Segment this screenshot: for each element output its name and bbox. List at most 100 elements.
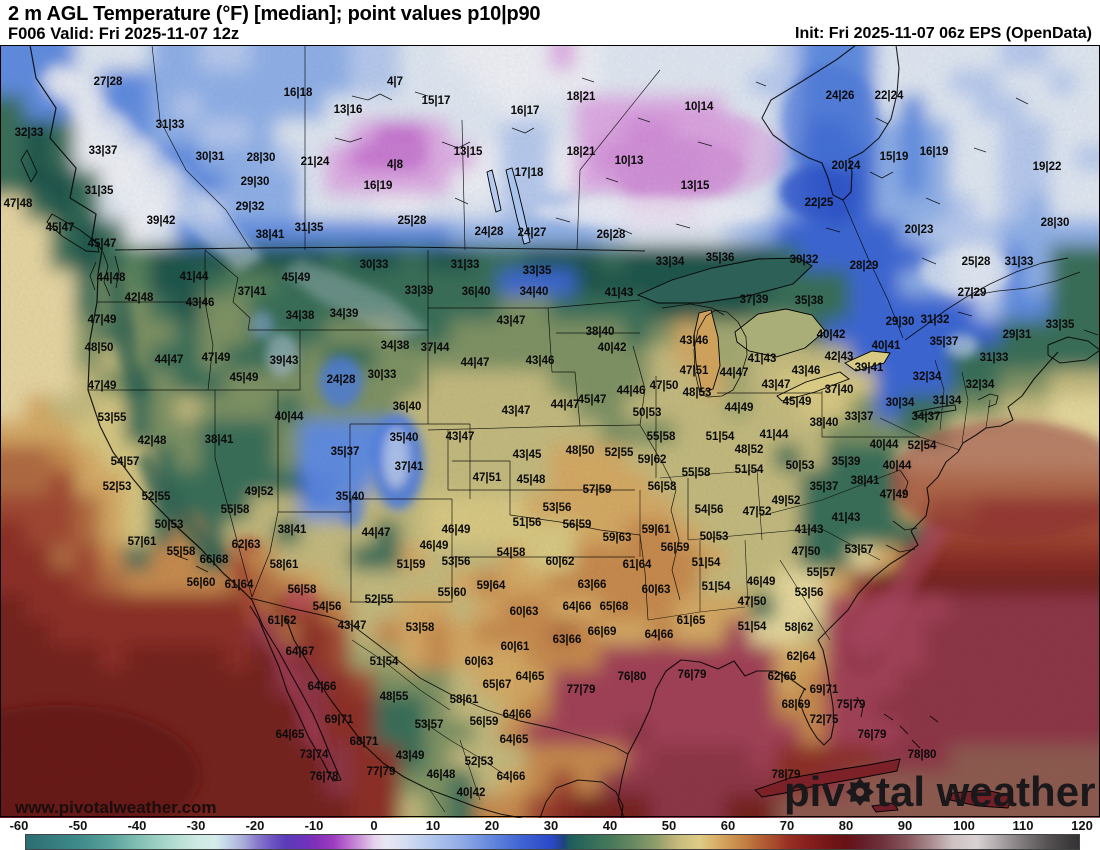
svg-text:piv: piv bbox=[784, 768, 845, 815]
svg-text:4|7: 4|7 bbox=[387, 76, 403, 88]
svg-text:26|28: 26|28 bbox=[597, 229, 626, 241]
svg-text:34|37: 34|37 bbox=[912, 411, 941, 423]
svg-text:73|74: 73|74 bbox=[300, 749, 329, 761]
svg-text:57|59: 57|59 bbox=[583, 484, 612, 496]
svg-text:51|54: 51|54 bbox=[692, 557, 721, 569]
svg-text:48|53: 48|53 bbox=[683, 387, 712, 399]
svg-text:43|49: 43|49 bbox=[396, 750, 425, 762]
svg-text:38|41: 38|41 bbox=[278, 524, 307, 536]
svg-text:37|41: 37|41 bbox=[238, 286, 267, 298]
svg-text:50|53: 50|53 bbox=[633, 407, 662, 419]
svg-text:42|48: 42|48 bbox=[125, 292, 154, 304]
svg-text:38|40: 38|40 bbox=[586, 326, 615, 338]
svg-text:33|37: 33|37 bbox=[89, 145, 118, 157]
svg-text:47|52: 47|52 bbox=[743, 506, 772, 518]
svg-text:39|43: 39|43 bbox=[270, 355, 299, 367]
svg-text:33|39: 33|39 bbox=[405, 285, 434, 297]
svg-text:43|47: 43|47 bbox=[502, 405, 531, 417]
svg-text:30|31: 30|31 bbox=[196, 151, 225, 163]
svg-text:46|48: 46|48 bbox=[427, 769, 456, 781]
svg-text:61|62: 61|62 bbox=[268, 615, 297, 627]
svg-text:47|48: 47|48 bbox=[4, 198, 33, 210]
svg-text:56|58: 56|58 bbox=[288, 584, 317, 596]
svg-text:4|8: 4|8 bbox=[387, 159, 404, 171]
svg-text:44|47: 44|47 bbox=[362, 527, 391, 539]
svg-text:44|47: 44|47 bbox=[155, 354, 184, 366]
svg-text:52|54: 52|54 bbox=[908, 440, 937, 452]
svg-text:53|56: 53|56 bbox=[442, 556, 471, 568]
svg-text:58|61: 58|61 bbox=[270, 559, 299, 571]
svg-text:47|49: 47|49 bbox=[88, 380, 117, 392]
svg-text:41|44: 41|44 bbox=[760, 429, 789, 441]
svg-text:32|33: 32|33 bbox=[15, 127, 44, 139]
svg-text:33|35: 33|35 bbox=[523, 265, 552, 277]
svg-text:75|79: 75|79 bbox=[837, 699, 866, 711]
svg-text:39|41: 39|41 bbox=[855, 362, 884, 374]
svg-text:51|54: 51|54 bbox=[738, 621, 767, 633]
svg-text:19|22: 19|22 bbox=[1033, 161, 1062, 173]
svg-text:53|55: 53|55 bbox=[98, 412, 127, 424]
svg-text:32|34: 32|34 bbox=[913, 371, 942, 383]
svg-text:35|37: 35|37 bbox=[810, 481, 839, 493]
svg-text:13|15: 13|15 bbox=[681, 180, 710, 192]
svg-text:64|65: 64|65 bbox=[516, 671, 545, 683]
svg-text:53|58: 53|58 bbox=[406, 622, 435, 634]
svg-text:35|40: 35|40 bbox=[336, 491, 365, 503]
svg-text:35|38: 35|38 bbox=[795, 295, 824, 307]
svg-text:53|57: 53|57 bbox=[845, 544, 874, 556]
svg-text:78|80: 78|80 bbox=[908, 749, 937, 761]
svg-text:35|40: 35|40 bbox=[390, 432, 419, 444]
svg-text:56|58: 56|58 bbox=[648, 481, 677, 493]
svg-text:64|66: 64|66 bbox=[308, 681, 337, 693]
svg-text:46|49: 46|49 bbox=[420, 540, 449, 552]
svg-text:57|61: 57|61 bbox=[128, 536, 157, 548]
svg-text:44|47: 44|47 bbox=[720, 367, 749, 379]
svg-text:51|54: 51|54 bbox=[706, 431, 735, 443]
svg-text:18|21: 18|21 bbox=[567, 91, 596, 103]
svg-text:30|32: 30|32 bbox=[790, 254, 819, 266]
svg-text:56|59: 56|59 bbox=[661, 542, 690, 554]
svg-text:58|62: 58|62 bbox=[785, 622, 814, 634]
svg-text:44|46: 44|46 bbox=[617, 385, 646, 397]
svg-text:60|63: 60|63 bbox=[510, 606, 539, 618]
svg-text:64|65: 64|65 bbox=[276, 729, 305, 741]
svg-text:56|60: 56|60 bbox=[187, 577, 216, 589]
svg-text:62|63: 62|63 bbox=[232, 539, 261, 551]
svg-text:35|39: 35|39 bbox=[832, 456, 861, 468]
svg-text:63|66: 63|66 bbox=[578, 579, 607, 591]
svg-text:17|18: 17|18 bbox=[515, 167, 544, 179]
svg-text:46|49: 46|49 bbox=[442, 524, 471, 536]
svg-text:60|61: 60|61 bbox=[501, 641, 530, 653]
svg-text:41|43: 41|43 bbox=[748, 353, 777, 365]
svg-text:52|55: 52|55 bbox=[142, 491, 171, 503]
svg-text:40|44: 40|44 bbox=[883, 460, 912, 472]
svg-text:13|15: 13|15 bbox=[454, 146, 483, 158]
svg-text:36|40: 36|40 bbox=[462, 286, 491, 298]
svg-text:30|33: 30|33 bbox=[368, 369, 397, 381]
svg-text:34|38: 34|38 bbox=[381, 340, 410, 352]
svg-text:37|41: 37|41 bbox=[395, 461, 424, 473]
svg-text:43|47: 43|47 bbox=[338, 620, 367, 632]
svg-text:59|63: 59|63 bbox=[603, 532, 632, 544]
svg-text:13|16: 13|16 bbox=[334, 104, 363, 116]
svg-text:64|67: 64|67 bbox=[286, 646, 315, 658]
svg-text:16|18: 16|18 bbox=[284, 87, 313, 99]
svg-text:62|66: 62|66 bbox=[768, 671, 797, 683]
svg-text:47|49: 47|49 bbox=[88, 314, 117, 326]
svg-text:55|58: 55|58 bbox=[221, 504, 250, 516]
svg-text:31|32: 31|32 bbox=[921, 314, 950, 326]
svg-text:31|35: 31|35 bbox=[85, 185, 114, 197]
svg-text:25|28: 25|28 bbox=[398, 215, 427, 227]
svg-text:20|23: 20|23 bbox=[905, 224, 934, 236]
svg-text:16|17: 16|17 bbox=[511, 105, 540, 117]
svg-text:40|42: 40|42 bbox=[457, 787, 486, 799]
svg-text:25|28: 25|28 bbox=[962, 256, 991, 268]
svg-text:37|44: 37|44 bbox=[421, 342, 450, 354]
svg-text:41|44: 41|44 bbox=[180, 271, 209, 283]
svg-text:29|31: 29|31 bbox=[1003, 329, 1032, 341]
svg-text:56|59: 56|59 bbox=[563, 519, 592, 531]
svg-text:59|64: 59|64 bbox=[477, 580, 506, 592]
svg-text:49|52: 49|52 bbox=[245, 486, 274, 498]
svg-text:29|30: 29|30 bbox=[241, 176, 270, 188]
svg-text:31|35: 31|35 bbox=[295, 222, 324, 234]
